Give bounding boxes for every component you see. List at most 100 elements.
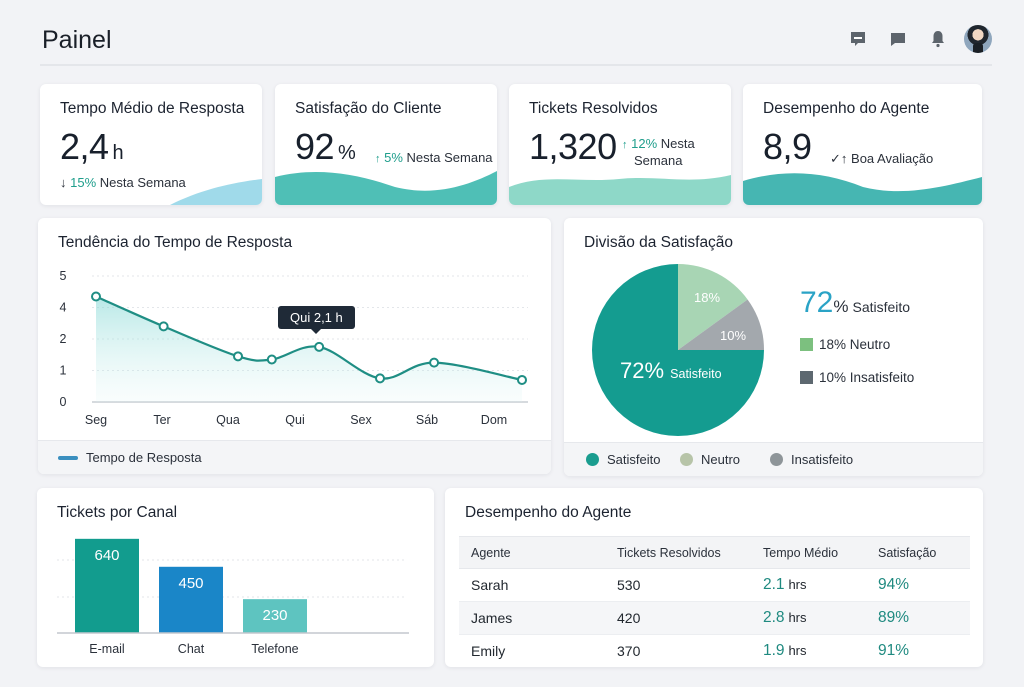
- cell-tickets: 530: [605, 568, 751, 602]
- legend-item-neutral[interactable]: Neutro: [680, 452, 740, 467]
- kpi-unit: %: [338, 142, 356, 164]
- data-point[interactable]: [517, 374, 527, 385]
- table-row[interactable]: Emily 370 1.9 hrs 91%: [459, 635, 970, 668]
- bar-chat[interactable]: [159, 566, 223, 633]
- chat-button[interactable]: [878, 24, 918, 54]
- cell-time: 1.9 hrs: [751, 635, 866, 668]
- pie-legend: Satisfeito Neutro Insatisfeito: [564, 442, 983, 476]
- cell-tickets: 420: [605, 601, 751, 635]
- trend-percent: 5%: [384, 150, 403, 165]
- kpi-number: 1,320: [529, 126, 617, 167]
- pie-inner-value: 72%: [620, 358, 665, 383]
- bar-e-mail[interactable]: [75, 538, 139, 633]
- data-point[interactable]: [266, 354, 277, 365]
- notifications-button[interactable]: [918, 24, 958, 54]
- page-header: Painel: [40, 18, 992, 66]
- x-tick-label: Telefone: [251, 642, 298, 656]
- x-tick-label: Sáb: [416, 413, 438, 427]
- column-header-agent[interactable]: Agente: [459, 536, 605, 569]
- table-row[interactable]: James 420 2.8 hrs 89%: [459, 601, 970, 635]
- kpi-card-satisfaction: Satisfação do Cliente 92% ↑ 5% Nesta Sem…: [275, 84, 497, 205]
- kpi-title: Tickets Resolvidos: [529, 100, 658, 117]
- trend-text-line2: Semana: [634, 153, 683, 168]
- trend-percent: 15%: [70, 175, 97, 190]
- data-point[interactable]: [158, 321, 169, 332]
- panel-title: Desempenho do Agente: [465, 504, 632, 521]
- arrow-down-icon: ↓: [60, 175, 67, 190]
- kpi-card-agent: Desempenho do Agente 8,9 ✓↑ Boa Avaliaçã…: [743, 84, 982, 205]
- chart-legend: Tempo de Resposta: [38, 440, 551, 474]
- panel-title: Divisão da Satisfação: [584, 234, 734, 251]
- kpi-value: 2,4 h: [60, 126, 124, 168]
- time-unit: hrs: [788, 610, 807, 625]
- legend-dot: [680, 453, 693, 466]
- message-button[interactable]: [838, 24, 878, 54]
- kpi-title: Desempenho do Agente: [763, 100, 930, 117]
- cell-tickets: 370: [617, 643, 641, 660]
- kpi-wave: [170, 179, 262, 205]
- bell-icon: [932, 31, 944, 48]
- data-point[interactable]: [233, 351, 243, 362]
- kpi-wave: [743, 173, 982, 205]
- legend-dot: [770, 453, 783, 466]
- legend-label: Tempo de Resposta: [86, 450, 202, 465]
- column-header-time[interactable]: Tempo Médio: [751, 536, 866, 569]
- x-tick-label: E-mail: [89, 642, 124, 656]
- pie-slice-label-unsatisfied: 10%: [720, 328, 747, 343]
- bar-value-label: 640: [94, 547, 119, 564]
- kpi-trend: ↑ 5% Nesta Semana: [375, 150, 493, 167]
- agent-performance-panel: Desempenho do Agente Agente Tickets Reso…: [445, 488, 983, 667]
- column-header-tickets[interactable]: Tickets Resolvidos: [605, 536, 751, 569]
- x-tick-label: Dom: [481, 413, 507, 427]
- data-point[interactable]: [314, 341, 325, 352]
- data-point[interactable]: [91, 291, 101, 302]
- pie-slice-satisfeito[interactable]: [592, 264, 764, 436]
- cell-satisfaction: 89%: [866, 601, 970, 635]
- x-tick-label: Ter: [153, 413, 170, 427]
- legend-item-satisfied[interactable]: Satisfeito: [586, 452, 660, 467]
- channel-panel: Tickets por Canal 640 E-mail 450 Chat 230 Tel…: [37, 488, 434, 667]
- time-value: 2.1: [763, 576, 785, 593]
- kpi-card-tickets: Tickets Resolvidos 1,320 ↑ 12% Nesta Sem…: [509, 84, 731, 205]
- pie-slice-neutro[interactable]: [678, 264, 748, 350]
- column-header-satisfaction[interactable]: Satisfação: [866, 536, 970, 569]
- legend-item-unsatisfied[interactable]: Insatisfeito: [770, 452, 853, 467]
- cell-agent: James: [459, 601, 605, 635]
- kpi-value: 92%: [295, 126, 356, 168]
- trend-percent: 12%: [631, 136, 658, 151]
- legend-dot: [586, 453, 599, 466]
- cell-satisfaction: 94%: [866, 568, 970, 602]
- x-tick-label: Qua: [216, 413, 240, 427]
- pie-slice-insatisfeito[interactable]: [678, 299, 764, 350]
- table-header-row: Agente Tickets Resolvidos Tempo Médio Sa…: [459, 536, 970, 569]
- arrow-up-icon: ↑: [375, 153, 381, 165]
- time-unit: hrs: [788, 577, 807, 592]
- bar-value-label: 230: [262, 607, 287, 624]
- kpi-card-response-time: Tempo Médio de Resposta 2,4 h ↓ 15% Nesta…: [40, 84, 262, 205]
- avatar[interactable]: [964, 25, 992, 53]
- trend-text: Nesta Semana: [99, 175, 186, 190]
- response-trend-panel: Tendência do Tempo de Resposta 0 1 2 4 5 Seg T…: [38, 218, 551, 474]
- highlight-pct: %: [833, 297, 849, 316]
- kpi-trend: ↑ 12% Nesta Semana: [622, 136, 695, 168]
- side-legend-neutral: 18% Neutro: [800, 337, 890, 352]
- highlight-value: 72: [800, 286, 834, 319]
- legend-item-response-time[interactable]: Tempo de Resposta: [58, 450, 202, 465]
- legend-label: Insatisfeito: [791, 452, 854, 467]
- kpi-number: 8,9: [763, 126, 812, 167]
- cell-satisfaction: 91%: [878, 642, 910, 660]
- legend-label: Satisfeito: [607, 452, 661, 467]
- pie-inner-label: 72% Satisfeito: [620, 358, 722, 384]
- bar-telefone[interactable]: [243, 599, 307, 633]
- table-row[interactable]: Sarah 530 2.1 hrs 94%: [459, 568, 970, 602]
- bar-chart: 640 E-mail 450 Chat 230 Telefone: [57, 538, 409, 656]
- data-point[interactable]: [375, 373, 385, 384]
- data-point[interactable]: [429, 357, 440, 368]
- line-area-fill: [96, 296, 522, 402]
- bar-value-label: 450: [178, 575, 203, 592]
- y-tick-label: 2: [60, 332, 67, 346]
- x-tick-label: Chat: [178, 642, 205, 656]
- time-value: 1.9: [763, 642, 785, 660]
- kpi-wave: [275, 171, 497, 205]
- kpi-wave: [509, 175, 731, 205]
